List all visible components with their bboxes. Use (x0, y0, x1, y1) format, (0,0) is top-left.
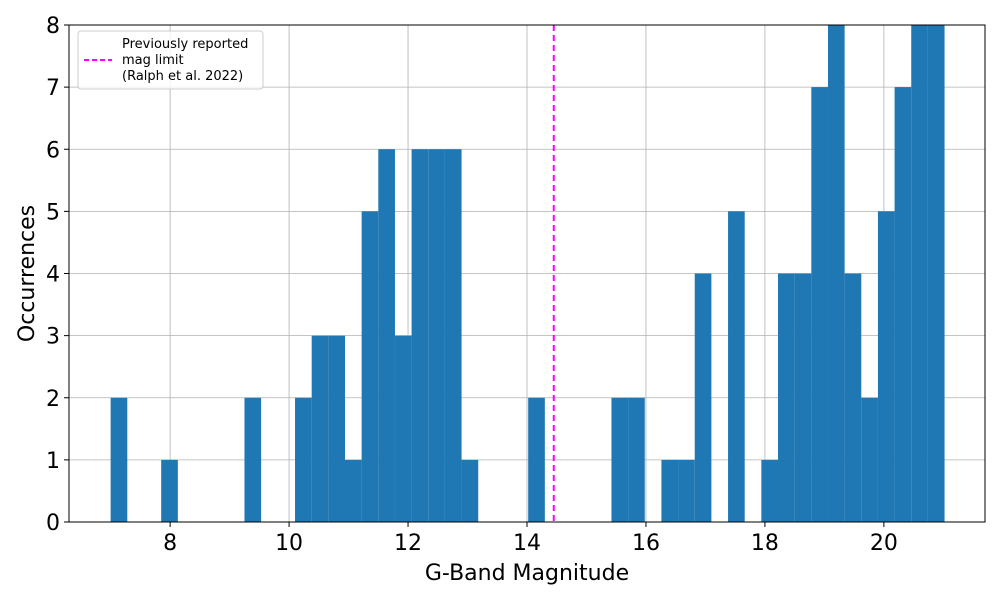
histogram-bar (728, 211, 745, 522)
histogram-bar (894, 87, 912, 522)
histogram-bar (628, 397, 645, 522)
histogram-bar (295, 397, 312, 522)
histogram-bar (361, 211, 379, 522)
x-tick-label: 8 (163, 531, 177, 556)
histogram-bar (411, 149, 429, 522)
histogram-bar (678, 459, 695, 522)
y-axis-label: Occurrences (15, 205, 40, 342)
histogram-bar (827, 25, 845, 522)
histogram-bars (110, 25, 945, 522)
histogram-bar (161, 459, 178, 522)
histogram-bar (244, 397, 262, 522)
x-tick-label: 18 (751, 531, 779, 556)
legend-box (77, 30, 264, 90)
histogram-bar (461, 459, 479, 522)
legend-label-line: mag limit (122, 53, 184, 68)
histogram-bar (328, 335, 345, 522)
legend: Previously reported mag limit (Ralph et … (77, 30, 264, 90)
y-tick-label: 0 (46, 511, 60, 536)
histogram-bar (794, 273, 812, 522)
y-tick-label: 6 (46, 138, 60, 163)
histogram-bar (444, 149, 462, 522)
x-axis-label: G-Band Magnitude (425, 561, 629, 586)
histogram-bar (694, 273, 712, 522)
histogram-bar (761, 459, 779, 522)
y-tick-label: 3 (46, 325, 60, 350)
y-tick-label: 8 (46, 14, 60, 39)
x-tick-label: 10 (275, 531, 303, 556)
y-tick-label: 2 (46, 387, 60, 412)
histogram-bar (844, 273, 862, 522)
histogram-bar (927, 25, 945, 522)
histogram-bar (428, 149, 445, 522)
histogram-bar (911, 25, 928, 522)
y-tick-label: 4 (46, 263, 60, 288)
histogram-bar (611, 397, 629, 522)
histogram-bar (311, 335, 329, 522)
x-tick-label: 20 (870, 531, 898, 556)
histogram-bar (877, 211, 895, 522)
y-tick-label: 1 (46, 449, 60, 474)
legend-label-line: (Ralph et al. 2022) (122, 69, 243, 84)
y-tick-label: 7 (46, 76, 60, 101)
histogram-bar (778, 273, 795, 522)
legend-label-line: Previously reported (122, 37, 248, 52)
histogram-bar (394, 335, 412, 522)
x-tick-label: 14 (513, 531, 541, 556)
histogram-bar (110, 397, 128, 522)
x-tick-label: 16 (632, 531, 660, 556)
histogram-bar (811, 87, 828, 522)
histogram-bar (344, 459, 362, 522)
histogram-bar (861, 397, 878, 522)
y-tick-label: 5 (46, 200, 60, 225)
histogram-bar (378, 149, 395, 522)
x-tick-label: 12 (394, 531, 422, 556)
histogram-bar (661, 459, 679, 522)
histogram-bar (528, 397, 545, 522)
